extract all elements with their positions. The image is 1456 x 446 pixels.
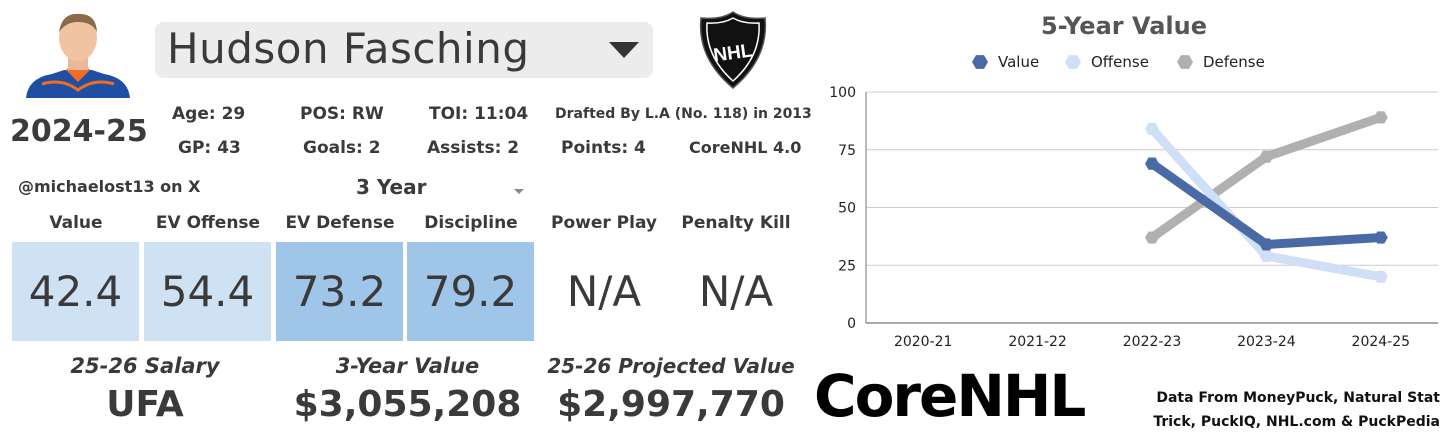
data-point-defense <box>1373 111 1388 124</box>
y-tick-label: 25 <box>838 258 856 274</box>
x-tick-label: 2021-22 <box>1008 334 1067 350</box>
chart-svg: 5-Year Value Value Offense Defense 0 25 50 75… <box>829 12 1438 350</box>
assists-stat: Assists: 2 <box>427 138 520 158</box>
legend-label-value: Value <box>998 53 1039 71</box>
data-point-defense <box>1259 150 1274 163</box>
metric-value-ev-offense: 54.4 <box>144 242 271 341</box>
player-photo <box>22 8 134 98</box>
three-year-value: $3,055,208 <box>293 384 522 425</box>
corenhl-rating-stat: CoreNHL 4.0 <box>689 138 802 157</box>
player-name: Hudson Fasching <box>167 24 530 73</box>
season-label: 2024-25 <box>10 114 148 149</box>
legend-marker-defense <box>1177 55 1193 69</box>
metric-label-power-play: Power Play <box>551 213 657 233</box>
projected-value: $2,997,770 <box>557 384 785 425</box>
credits-line-1: Data From MoneyPuck, Natural Stat <box>1156 390 1440 406</box>
legend-marker-offense <box>1065 55 1081 69</box>
series-line-defense <box>1147 112 1386 243</box>
legend-label-defense: Defense <box>1203 53 1265 71</box>
social-handle: @michaelost13 on X <box>18 177 201 196</box>
credits-line-2: Trick, PuckIQ, NHL.com & PuckPedia <box>1153 414 1440 430</box>
x-tick-label: 2022-23 <box>1123 334 1182 350</box>
metric-label-penalty-kill: Penalty Kill <box>681 213 791 233</box>
y-tick-label: 50 <box>838 201 856 217</box>
x-tick-label: 2020-21 <box>894 334 953 350</box>
metric-value-discipline: 79.2 <box>407 242 534 341</box>
data-point-offense <box>1145 122 1159 135</box>
data-point-value <box>1145 157 1159 170</box>
legend-marker-value <box>972 55 988 69</box>
x-tick-label: 2023-24 <box>1237 334 1296 350</box>
chevron-down-icon[interactable] <box>609 42 639 58</box>
gp-stat: GP: 43 <box>178 138 241 158</box>
three-year-value-label: 3-Year Value <box>335 354 480 378</box>
data-point-value <box>1373 231 1388 244</box>
x-tick-label: 2024-25 <box>1352 334 1411 350</box>
y-tick-label: 100 <box>829 85 856 101</box>
metric-value-power-play: N/A <box>566 267 642 316</box>
metric-value-value: 42.4 <box>12 242 139 341</box>
metric-label-discipline: Discipline <box>424 213 518 233</box>
metric-label-ev-offense: EV Offense <box>155 213 261 233</box>
points-stat: Points: 4 <box>561 138 646 158</box>
period-select[interactable]: 3 Year <box>356 175 427 199</box>
legend-label-offense: Offense <box>1091 53 1149 71</box>
five-year-value-chart: 5-Year Value Value Offense Defense 0 25 50 75… <box>808 0 1456 360</box>
metric-label-value: Value <box>49 213 103 233</box>
data-point-defense <box>1145 231 1159 244</box>
salary-value: UFA <box>106 384 184 425</box>
series-line-value <box>1147 159 1386 249</box>
metric-value-penalty-kill: N/A <box>698 267 774 316</box>
data-credits: Data From MoneyPuck, Natural Stat Trick,… <box>1140 386 1440 434</box>
projected-value-label: 25-26 Projected Value <box>547 354 795 378</box>
drafted-stat: Drafted By L.A (No. 118) in 2013 <box>555 106 812 122</box>
data-point-offense <box>1259 249 1274 263</box>
data-point-value <box>1259 238 1274 251</box>
y-tick-label: 75 <box>838 143 856 159</box>
metric-label-ev-defense: EV Defense <box>285 213 395 233</box>
position-stat: POS: RW <box>300 104 384 124</box>
metric-value-ev-defense: 73.2 <box>276 242 403 341</box>
player-select-dropdown[interactable]: Hudson Fasching <box>155 22 653 78</box>
chart-title: 5-Year Value <box>1041 12 1207 40</box>
age-stat: Age: 29 <box>172 104 246 124</box>
salary-label: 25-26 Salary <box>70 354 220 378</box>
goals-stat: Goals: 2 <box>303 138 381 158</box>
toi-stat: TOI: 11:04 <box>429 104 529 124</box>
corenhl-logo: CoreNHL <box>814 362 1086 430</box>
period-dropdown-icon[interactable] <box>514 189 524 194</box>
data-point-offense <box>1373 270 1388 283</box>
y-tick-label: 0 <box>847 316 856 332</box>
nhl-logo: NHL <box>697 10 769 90</box>
